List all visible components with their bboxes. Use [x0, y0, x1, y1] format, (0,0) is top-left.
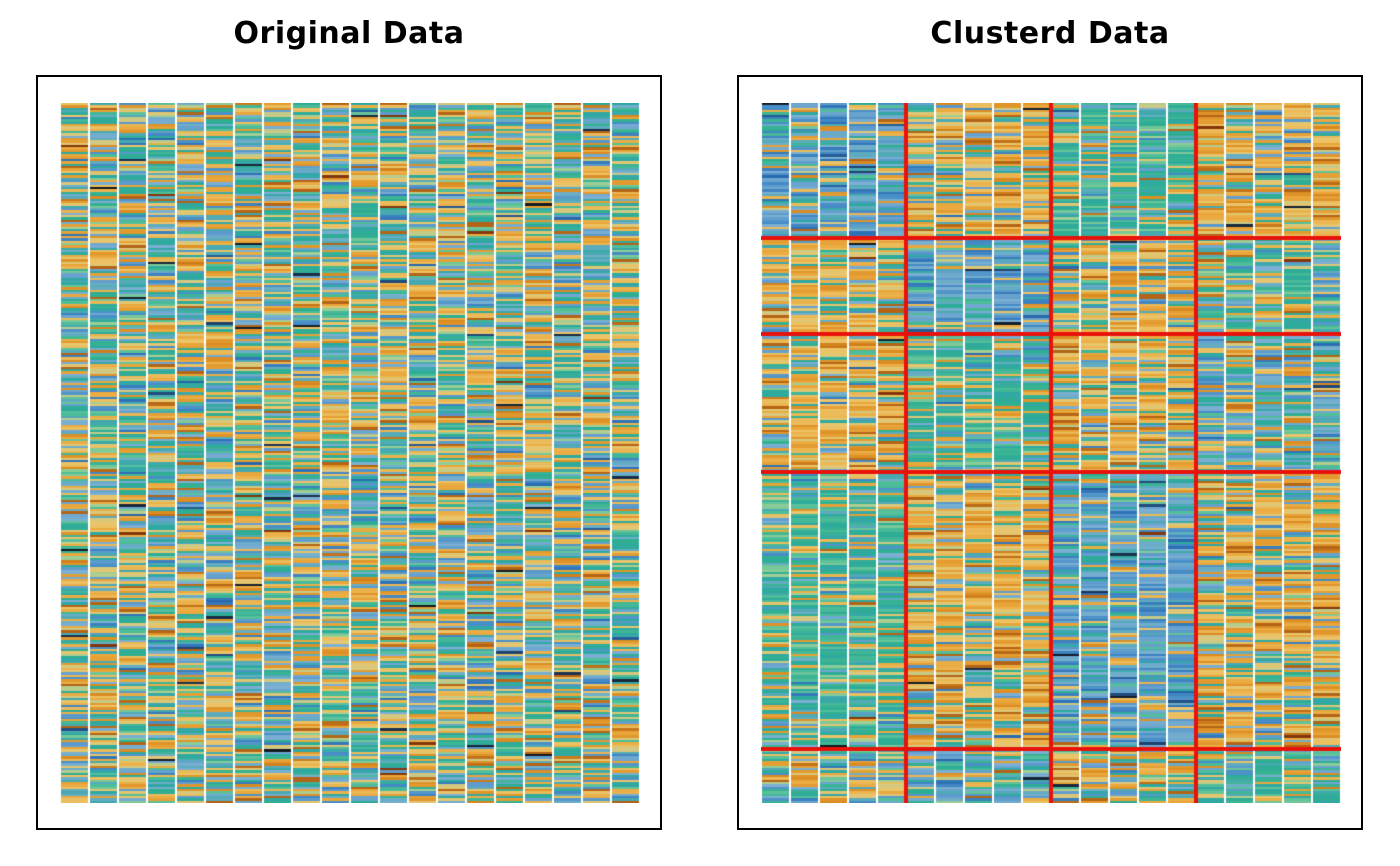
clustered-data-axes-frame [737, 75, 1363, 830]
original-data-heatmap [60, 103, 640, 803]
left-panel-title: Original Data [233, 16, 465, 51]
right-panel-title: Clusterd Data [930, 16, 1170, 51]
original-data-axes-frame [36, 75, 662, 830]
clustered-data-heatmap [761, 103, 1341, 803]
